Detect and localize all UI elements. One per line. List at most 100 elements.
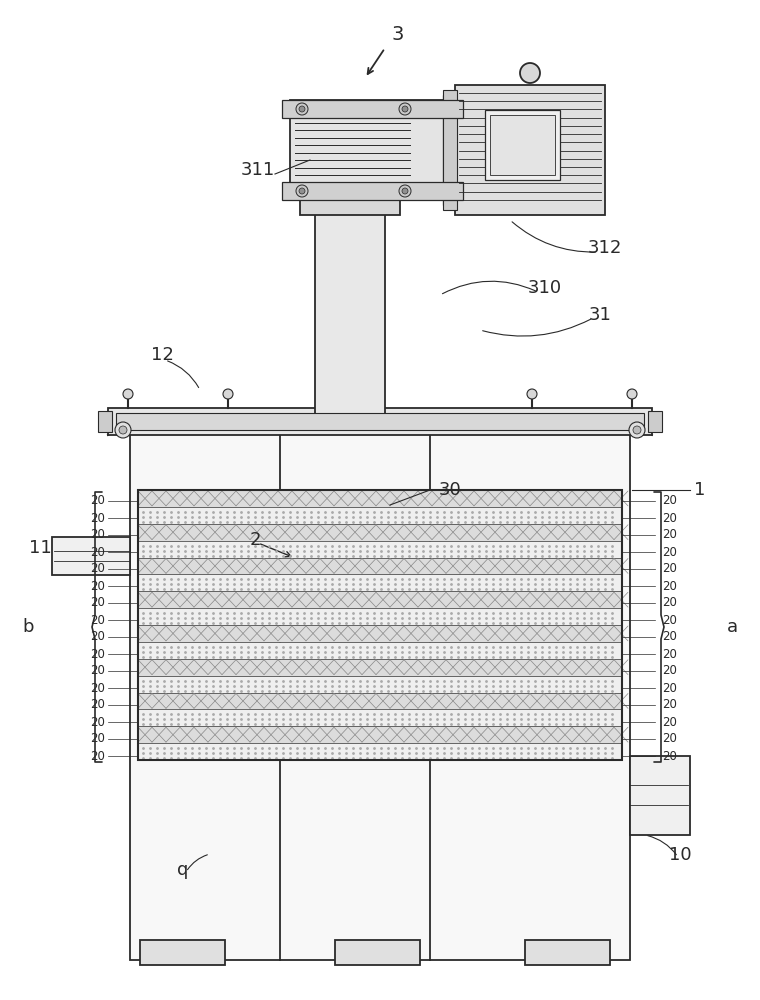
Text: 2: 2 [249, 531, 261, 549]
Text: 20: 20 [662, 528, 677, 542]
Bar [140, 940, 225, 965]
Bar [138, 507, 622, 524]
Text: 20: 20 [662, 562, 677, 576]
Text: 20: 20 [662, 512, 677, 524]
Bar [443, 90, 457, 210]
Circle shape [399, 103, 411, 115]
Circle shape [520, 63, 540, 83]
Bar [138, 524, 622, 541]
Text: 20: 20 [90, 613, 105, 626]
Bar [130, 420, 630, 960]
Text: 20: 20 [662, 631, 677, 644]
Bar [138, 726, 622, 743]
Text: 310: 310 [528, 279, 562, 297]
Bar [485, 110, 560, 180]
Text: 20: 20 [662, 750, 677, 762]
Bar [138, 574, 622, 591]
Circle shape [296, 103, 308, 115]
Text: 20: 20 [90, 750, 105, 762]
Text: 312: 312 [587, 239, 622, 257]
Circle shape [527, 389, 537, 399]
Bar [455, 85, 605, 215]
Text: 20: 20 [662, 732, 677, 746]
Bar [138, 591, 622, 608]
Bar [138, 709, 622, 726]
Text: 20: 20 [90, 682, 105, 694]
Text: 20: 20 [662, 716, 677, 728]
Text: 11: 11 [29, 539, 52, 557]
Bar [138, 558, 622, 574]
Text: 20: 20 [90, 596, 105, 609]
Text: 20: 20 [662, 596, 677, 609]
Bar [52, 537, 130, 575]
Circle shape [299, 188, 305, 194]
Text: 20: 20 [90, 648, 105, 660]
Bar [138, 659, 622, 676]
Text: 20: 20 [90, 546, 105, 558]
Circle shape [115, 422, 131, 438]
Bar [525, 940, 610, 965]
Text: 12: 12 [150, 346, 173, 364]
Text: 20: 20 [90, 664, 105, 678]
Text: q: q [177, 861, 188, 879]
Text: 20: 20 [662, 494, 677, 508]
Text: 31: 31 [588, 306, 612, 324]
Text: 20: 20 [90, 494, 105, 508]
Text: 20: 20 [662, 682, 677, 694]
Bar [138, 490, 622, 507]
Bar [138, 541, 622, 558]
Bar [138, 743, 622, 760]
Circle shape [399, 185, 411, 197]
Text: 20: 20 [90, 528, 105, 542]
Text: 20: 20 [662, 580, 677, 592]
Text: 20: 20 [90, 512, 105, 524]
Text: 20: 20 [90, 732, 105, 746]
Bar [315, 200, 385, 420]
Text: 20: 20 [90, 698, 105, 712]
Text: 20: 20 [90, 716, 105, 728]
Text: 20: 20 [662, 613, 677, 626]
Text: a: a [727, 618, 737, 636]
Bar [138, 490, 622, 760]
Bar [138, 692, 622, 709]
Text: 20: 20 [662, 546, 677, 558]
Circle shape [119, 426, 127, 434]
Bar [98, 411, 112, 432]
Text: 30: 30 [439, 481, 461, 499]
Bar [138, 625, 622, 642]
Bar [335, 940, 420, 965]
Text: 20: 20 [662, 648, 677, 660]
Bar [443, 95, 463, 205]
Bar [138, 608, 622, 625]
Circle shape [299, 106, 305, 112]
Text: 20: 20 [662, 664, 677, 678]
Text: 20: 20 [662, 698, 677, 712]
Bar [282, 182, 463, 200]
Circle shape [627, 389, 637, 399]
Circle shape [123, 389, 133, 399]
Bar [138, 642, 622, 659]
Bar [490, 115, 555, 175]
Circle shape [402, 106, 408, 112]
Text: b: b [22, 618, 33, 636]
Text: 20: 20 [90, 580, 105, 592]
Text: 1: 1 [695, 481, 706, 499]
Bar [300, 192, 400, 215]
Circle shape [223, 389, 233, 399]
Circle shape [633, 426, 641, 434]
Text: 20: 20 [90, 631, 105, 644]
Text: 3: 3 [392, 25, 404, 44]
Circle shape [402, 188, 408, 194]
Bar [108, 408, 652, 435]
Text: 20: 20 [90, 562, 105, 576]
Bar [630, 756, 690, 835]
Text: 311: 311 [241, 161, 275, 179]
Text: 10: 10 [669, 846, 692, 864]
Bar [648, 411, 662, 432]
Bar [138, 676, 622, 692]
Bar [282, 100, 463, 118]
Bar [116, 413, 644, 430]
Circle shape [296, 185, 308, 197]
Bar [290, 100, 455, 200]
Circle shape [629, 422, 645, 438]
